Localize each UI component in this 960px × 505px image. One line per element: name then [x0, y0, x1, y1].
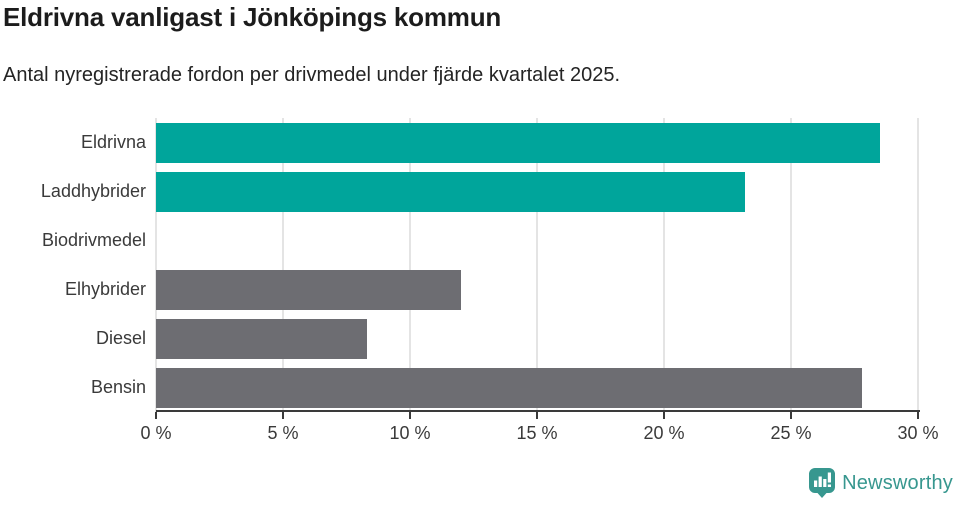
bar-elhybrider [156, 269, 461, 310]
category-label-biodrivmedel: Biodrivmedel [41, 230, 146, 250]
chart-title: Eldrivna vanligast i Jönköpings kommun [3, 2, 502, 32]
gridline-10 [409, 118, 411, 412]
x-axis-line [156, 410, 920, 412]
x-axis-tick-label: 5 % [267, 423, 299, 443]
newsworthy-logo-icon [809, 468, 836, 498]
brand-name: Newsworthy [842, 471, 953, 494]
gridline-15 [536, 118, 538, 412]
x-axis-tick-15 [536, 412, 538, 419]
plot-area [155, 118, 919, 412]
x-axis-tick-label: 20 % [643, 423, 685, 443]
bar-diesel [156, 318, 367, 359]
chart-subtitle: Antal nyregistrerade fordon per drivmede… [3, 64, 621, 86]
bar-eldrivna [156, 122, 880, 163]
gridline-25 [790, 118, 792, 412]
x-axis-tick-0 [155, 412, 157, 419]
bar-bensin [156, 367, 863, 408]
x-axis-tick-label: 15 % [516, 423, 558, 443]
x-axis-tick-20 [663, 412, 665, 419]
gridline-5 [282, 118, 284, 412]
category-label-elhybrider: Elhybrider [64, 279, 146, 299]
x-axis-tick-label: 30 % [897, 423, 939, 443]
gridline-0 [155, 118, 157, 412]
x-axis-tick-25 [790, 412, 792, 419]
category-label-diesel: Diesel [95, 328, 146, 348]
category-label-laddhybrider: Laddhybrider [40, 181, 146, 201]
x-axis-tick-label: 10 % [389, 423, 431, 443]
x-axis-tick-label: 0 % [140, 423, 172, 443]
gridline-30 [917, 118, 919, 412]
category-label-bensin: Bensin [90, 377, 146, 397]
x-axis-tick-5 [282, 412, 284, 419]
bar-chart: Eldrivna Laddhybrider Biodrivmedel Elhybrid… [0, 118, 939, 443]
bar-laddhybrider [156, 171, 746, 212]
category-axis: Eldrivna Laddhybrider Biodrivmedel Elhybrid… [0, 118, 146, 412]
x-axis-tick-30 [917, 412, 919, 419]
x-axis-tick-10 [409, 412, 411, 419]
x-axis-tick-label: 25 % [770, 423, 812, 443]
brand-footer-link[interactable]: Newsworthy [809, 467, 953, 499]
category-label-eldrivna: Eldrivna [80, 132, 146, 152]
gridline-20 [663, 118, 665, 412]
